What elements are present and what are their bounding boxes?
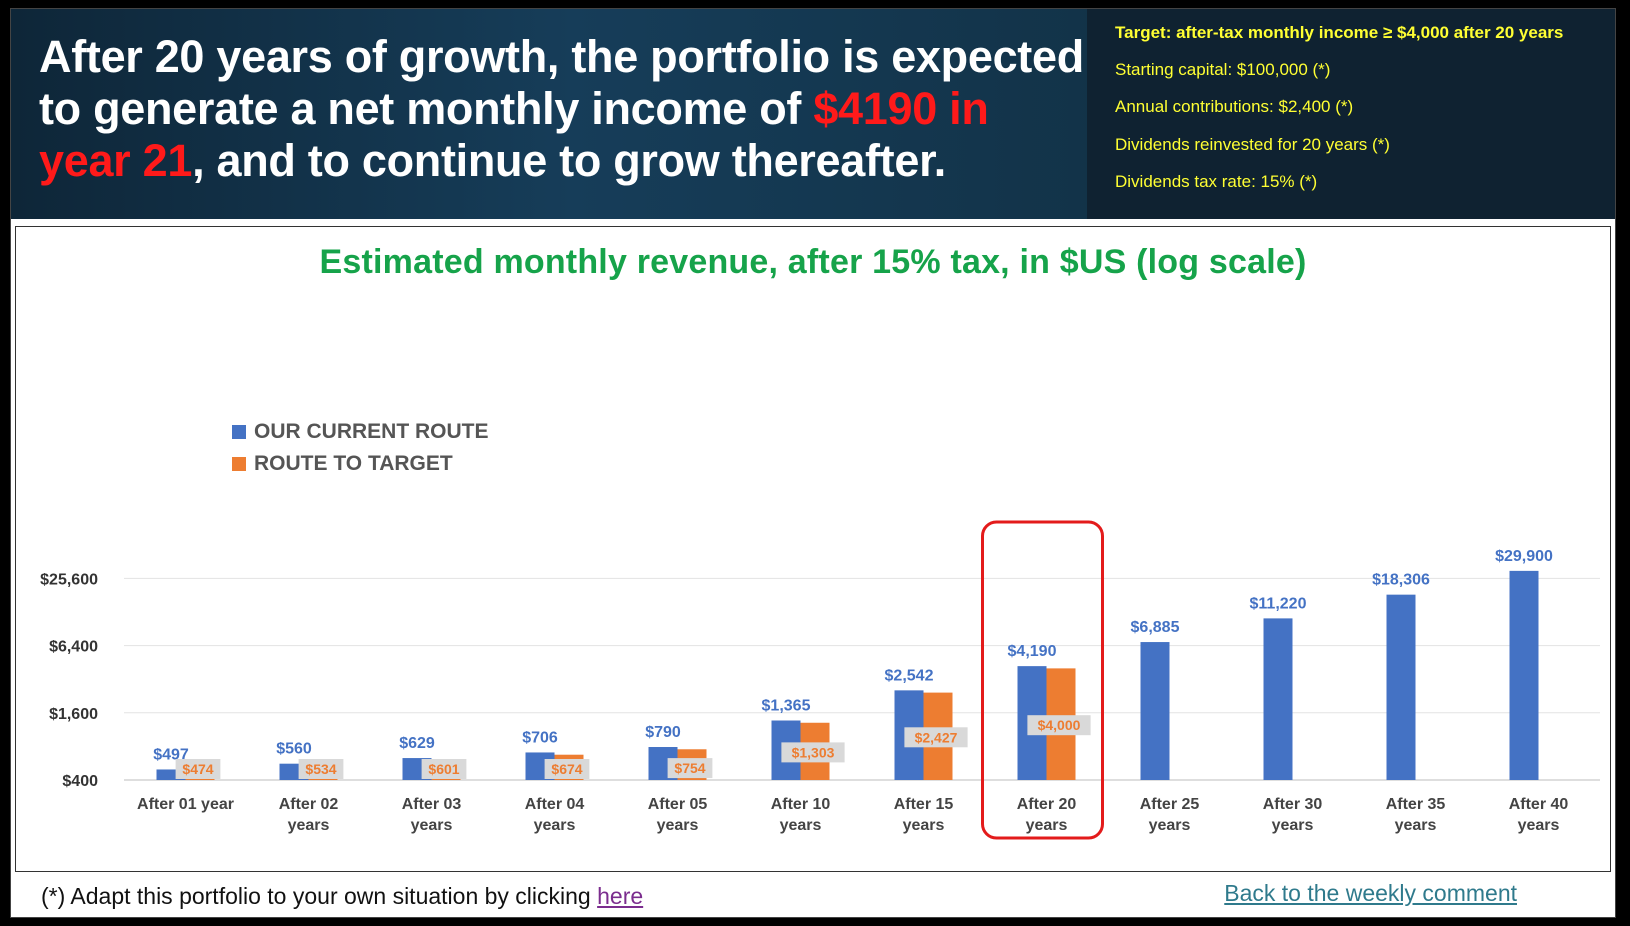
x-category-label: After 15 bbox=[894, 796, 954, 813]
x-category-label: years bbox=[288, 817, 330, 834]
data-label-current: $1,365 bbox=[762, 698, 811, 715]
x-category-label: After 02 bbox=[279, 796, 339, 813]
bar-current-route bbox=[1509, 570, 1539, 780]
highlight-box bbox=[981, 520, 1104, 840]
data-label-target-bg bbox=[421, 759, 467, 779]
x-category-label: After 01 year bbox=[137, 796, 234, 813]
adapt-portfolio-link[interactable]: here bbox=[597, 883, 644, 909]
x-category-label: years bbox=[1026, 817, 1068, 834]
y-tick-label: $25,600 bbox=[40, 571, 98, 588]
data-label-current: $6,885 bbox=[1131, 619, 1180, 636]
starting-capital-line: Starting capital: $100,000 (*) bbox=[1115, 60, 1331, 79]
x-category-label: years bbox=[411, 817, 453, 834]
x-category-label: After 04 bbox=[525, 796, 585, 813]
legend-label: ROUTE TO TARGET bbox=[254, 452, 453, 475]
data-label-target-bg bbox=[298, 759, 344, 779]
chart-title: Estimated monthly revenue, after 15% tax… bbox=[319, 243, 1307, 281]
x-category-label: After 05 bbox=[648, 796, 708, 813]
x-category-label: years bbox=[1272, 817, 1314, 834]
x-category-label: years bbox=[657, 817, 699, 834]
bar-current-route bbox=[156, 769, 186, 780]
x-category-label: After 25 bbox=[1140, 796, 1200, 813]
x-category-label: After 10 bbox=[771, 796, 831, 813]
data-label-target-bg bbox=[904, 727, 968, 748]
legend-label: OUR CURRENT ROUTE bbox=[254, 420, 489, 443]
headline-text-1: After 20 years of growth, the portfolio … bbox=[39, 31, 1084, 134]
x-category-label: After 35 bbox=[1386, 796, 1446, 813]
y-tick-label: $6,400 bbox=[49, 639, 98, 656]
data-label-target-bg bbox=[781, 742, 845, 763]
slide-frame: After 20 years of growth, the portfolio … bbox=[10, 8, 1616, 918]
data-label-current: $29,900 bbox=[1495, 548, 1553, 565]
data-label-current: $629 bbox=[399, 735, 435, 752]
header-banner: After 20 years of growth, the portfolio … bbox=[11, 9, 1615, 219]
data-label-current: $4,190 bbox=[1008, 643, 1057, 660]
dividends-reinvested-line: Dividends reinvested for 20 years (*) bbox=[1115, 135, 1390, 154]
x-category-label: After 20 bbox=[1017, 796, 1077, 813]
data-label-current: $790 bbox=[645, 724, 681, 741]
dividends-tax-line: Dividends tax rate: 15% (*) bbox=[1115, 172, 1318, 191]
data-label-target: $1,303 bbox=[792, 744, 835, 760]
data-label-target: $534 bbox=[305, 761, 336, 777]
x-category-label: years bbox=[780, 817, 822, 834]
y-tick-label: $400 bbox=[62, 773, 98, 790]
data-label-target: $674 bbox=[551, 761, 582, 777]
x-category-label: years bbox=[534, 817, 576, 834]
data-label-current: $706 bbox=[522, 729, 558, 746]
footer-note: (*) Adapt this portfolio to your own sit… bbox=[41, 883, 643, 910]
headline: After 20 years of growth, the portfolio … bbox=[39, 31, 1089, 187]
x-category-label: After 03 bbox=[402, 796, 462, 813]
data-label-current: $560 bbox=[276, 741, 312, 758]
headline-highlight: $4190 in year 21 bbox=[39, 83, 989, 186]
data-label-target: $754 bbox=[674, 760, 705, 776]
target-line: Target: after-tax monthly income ≥ $4,00… bbox=[1115, 23, 1564, 42]
chart-area: Estimated monthly revenue, after 15% tax… bbox=[15, 226, 1611, 872]
legend-swatch bbox=[232, 457, 246, 471]
data-label-target: $474 bbox=[182, 761, 213, 777]
data-label-target: $601 bbox=[428, 761, 459, 777]
y-tick-label: $1,600 bbox=[49, 706, 98, 723]
x-category-label: After 30 bbox=[1263, 796, 1323, 813]
headline-text-2: , and to continue to grow thereafter. bbox=[192, 135, 947, 186]
data-label-target-bg bbox=[544, 759, 590, 779]
data-label-target-bg bbox=[175, 759, 221, 779]
x-category-label: After 40 bbox=[1509, 796, 1569, 813]
bar-current-route bbox=[1263, 618, 1293, 780]
data-label-target: $2,427 bbox=[915, 729, 958, 745]
legend-swatch bbox=[232, 425, 246, 439]
x-category-label: years bbox=[903, 817, 945, 834]
bar-current-route bbox=[1140, 642, 1170, 780]
data-label-current: $18,306 bbox=[1372, 572, 1430, 589]
assumptions-panel: Target: after-tax monthly income ≥ $4,00… bbox=[1087, 9, 1615, 219]
annual-contributions-line: Annual contributions: $2,400 (*) bbox=[1115, 97, 1354, 116]
x-category-label: years bbox=[1518, 817, 1560, 834]
data-label-current: $2,542 bbox=[885, 667, 934, 684]
x-category-label: years bbox=[1395, 817, 1437, 834]
data-label-target-bg bbox=[1027, 715, 1091, 736]
footer-note-text: (*) Adapt this portfolio to your own sit… bbox=[41, 883, 598, 909]
data-label-current: $11,220 bbox=[1250, 595, 1307, 612]
bar-current-route bbox=[1386, 594, 1416, 780]
data-label-target: $4,000 bbox=[1038, 717, 1081, 733]
data-label-target-bg bbox=[667, 758, 713, 779]
back-to-weekly-comment-link[interactable]: Back to the weekly comment bbox=[1224, 880, 1517, 906]
x-category-label: years bbox=[1149, 817, 1191, 834]
